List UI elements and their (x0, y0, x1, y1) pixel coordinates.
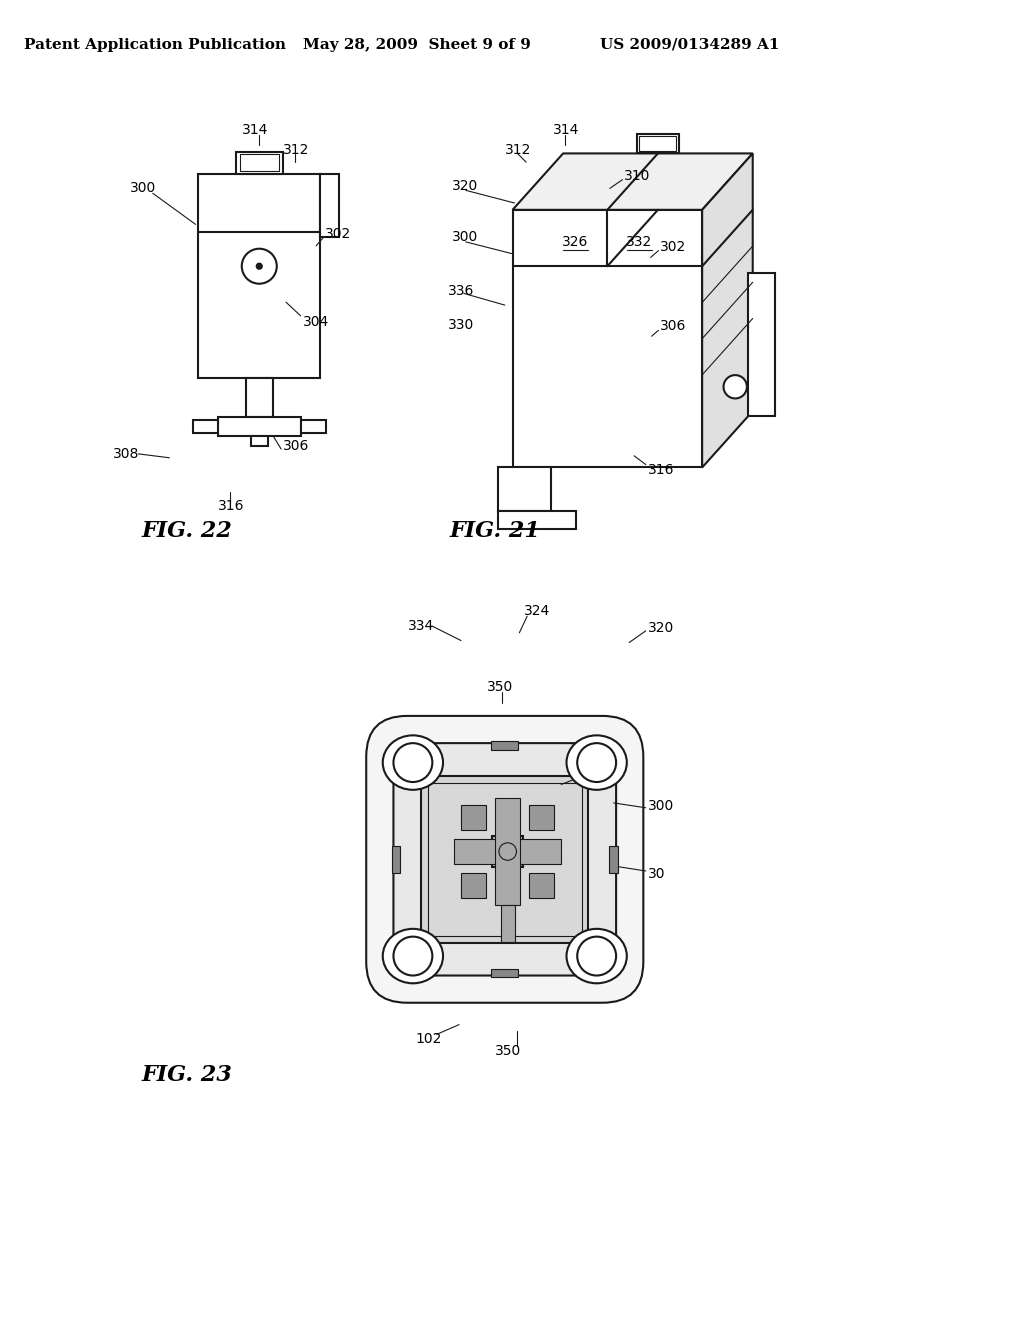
Text: FIG. 22: FIG. 22 (141, 520, 232, 541)
Bar (421, 776, 589, 942)
Text: 300: 300 (648, 799, 674, 813)
Text: 336: 336 (449, 284, 475, 297)
Text: 36: 36 (585, 763, 602, 777)
Text: 306: 306 (283, 440, 309, 453)
Text: 300: 300 (453, 230, 478, 244)
Text: 308: 308 (113, 447, 139, 461)
Text: 330: 330 (449, 318, 475, 331)
Bar (246, 378, 272, 417)
Circle shape (724, 375, 746, 399)
Bar (236, 152, 283, 174)
Circle shape (393, 937, 432, 975)
Bar (251, 437, 268, 446)
Text: 302: 302 (325, 227, 351, 242)
Text: 332: 332 (627, 235, 652, 249)
Polygon shape (702, 153, 753, 467)
Text: May 28, 2009  Sheet 9 of 9: May 28, 2009 Sheet 9 of 9 (303, 37, 531, 51)
Ellipse shape (383, 929, 443, 983)
Bar (428, 783, 582, 936)
Text: 304: 304 (302, 314, 329, 329)
Bar (218, 417, 301, 437)
Bar (495, 799, 520, 906)
Bar (637, 133, 679, 153)
Text: 324: 324 (524, 605, 551, 618)
Bar (461, 805, 486, 830)
Text: 334: 334 (408, 619, 434, 634)
Text: 312: 312 (505, 143, 531, 157)
Text: US 2009/0134289 A1: US 2009/0134289 A1 (600, 37, 779, 51)
Text: 350: 350 (487, 680, 513, 694)
Ellipse shape (566, 929, 627, 983)
Bar (493, 836, 523, 867)
Bar (240, 154, 279, 170)
Text: 30: 30 (648, 867, 666, 880)
Text: 300: 300 (130, 181, 157, 195)
Polygon shape (513, 153, 753, 210)
Text: Patent Application Publication: Patent Application Publication (24, 37, 286, 51)
Bar (321, 174, 340, 238)
Circle shape (499, 842, 516, 861)
Bar (492, 742, 518, 750)
Bar (301, 420, 326, 433)
Bar (748, 273, 775, 416)
Text: 306: 306 (660, 319, 687, 334)
Bar (609, 846, 618, 873)
Bar (193, 420, 218, 433)
Text: 316: 316 (218, 499, 245, 513)
Bar (391, 846, 400, 873)
Circle shape (578, 937, 616, 975)
Text: 320: 320 (453, 178, 478, 193)
Text: 314: 314 (243, 123, 268, 137)
Bar (639, 136, 677, 152)
Bar (455, 840, 561, 865)
Ellipse shape (383, 735, 443, 789)
Text: 102: 102 (416, 1032, 441, 1047)
Text: 350: 350 (495, 1044, 521, 1057)
Bar (529, 873, 554, 898)
Circle shape (393, 743, 432, 781)
Text: 310: 310 (625, 169, 650, 182)
Bar (461, 873, 486, 898)
Bar (498, 511, 575, 529)
Text: 312: 312 (283, 143, 309, 157)
Text: 314: 314 (553, 123, 580, 137)
Circle shape (256, 263, 262, 269)
Text: 316: 316 (648, 463, 674, 478)
Bar (199, 174, 321, 378)
FancyBboxPatch shape (367, 715, 643, 1003)
Text: FIG. 23: FIG. 23 (141, 1064, 232, 1086)
Text: 320: 320 (648, 620, 674, 635)
Bar (498, 467, 552, 511)
Circle shape (578, 743, 616, 781)
Ellipse shape (566, 735, 627, 789)
Text: FIG. 21: FIG. 21 (450, 520, 541, 541)
Bar (501, 906, 514, 942)
FancyBboxPatch shape (393, 743, 616, 975)
Bar (492, 969, 518, 978)
Bar (513, 210, 702, 467)
Text: 326: 326 (562, 235, 589, 249)
Bar (529, 805, 554, 830)
Text: 302: 302 (660, 240, 687, 253)
